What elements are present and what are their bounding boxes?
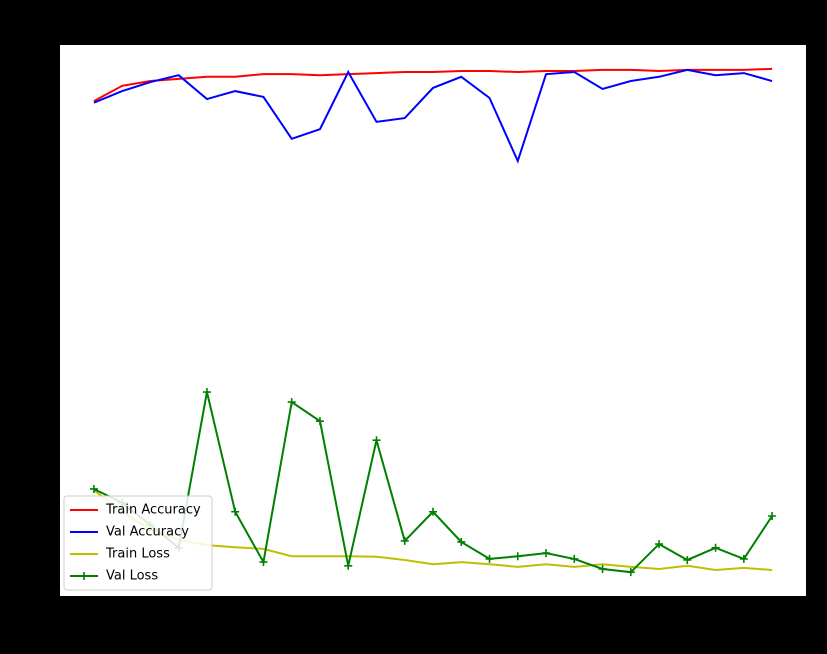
- series-line: [93, 67, 773, 103]
- point-marker: [768, 511, 777, 520]
- point-marker: [400, 536, 409, 545]
- legend-label: Train Accuracy: [105, 503, 201, 518]
- point-marker: [739, 554, 748, 563]
- legend-marker: [80, 572, 88, 580]
- point-marker: [259, 558, 268, 567]
- point-marker: [372, 436, 381, 445]
- point-marker: [429, 507, 437, 516]
- point-marker: [542, 549, 551, 558]
- point-marker: [513, 552, 522, 561]
- point-marker: [457, 537, 466, 546]
- point-marker: [598, 564, 607, 573]
- point-marker: [287, 398, 296, 407]
- point-marker: [485, 554, 494, 563]
- legend-box: [63, 495, 213, 591]
- point-marker: [231, 507, 240, 516]
- legend: Train Accuracy Val Accuracy Train Loss Val …: [63, 495, 213, 591]
- legend-label: Train Loss: [105, 547, 170, 562]
- point-marker: [655, 540, 664, 549]
- point-marker: [89, 484, 98, 493]
- legend-label: Val Accuracy: [106, 525, 189, 540]
- point-marker: [344, 561, 353, 570]
- legend-label: Val Loss: [106, 569, 158, 584]
- point-marker: [570, 554, 579, 563]
- point-marker: [202, 388, 211, 397]
- point-marker: [711, 543, 720, 552]
- point-marker: [683, 555, 692, 564]
- series-line: [93, 68, 773, 164]
- point-marker: [315, 417, 324, 426]
- point-marker: [626, 568, 635, 577]
